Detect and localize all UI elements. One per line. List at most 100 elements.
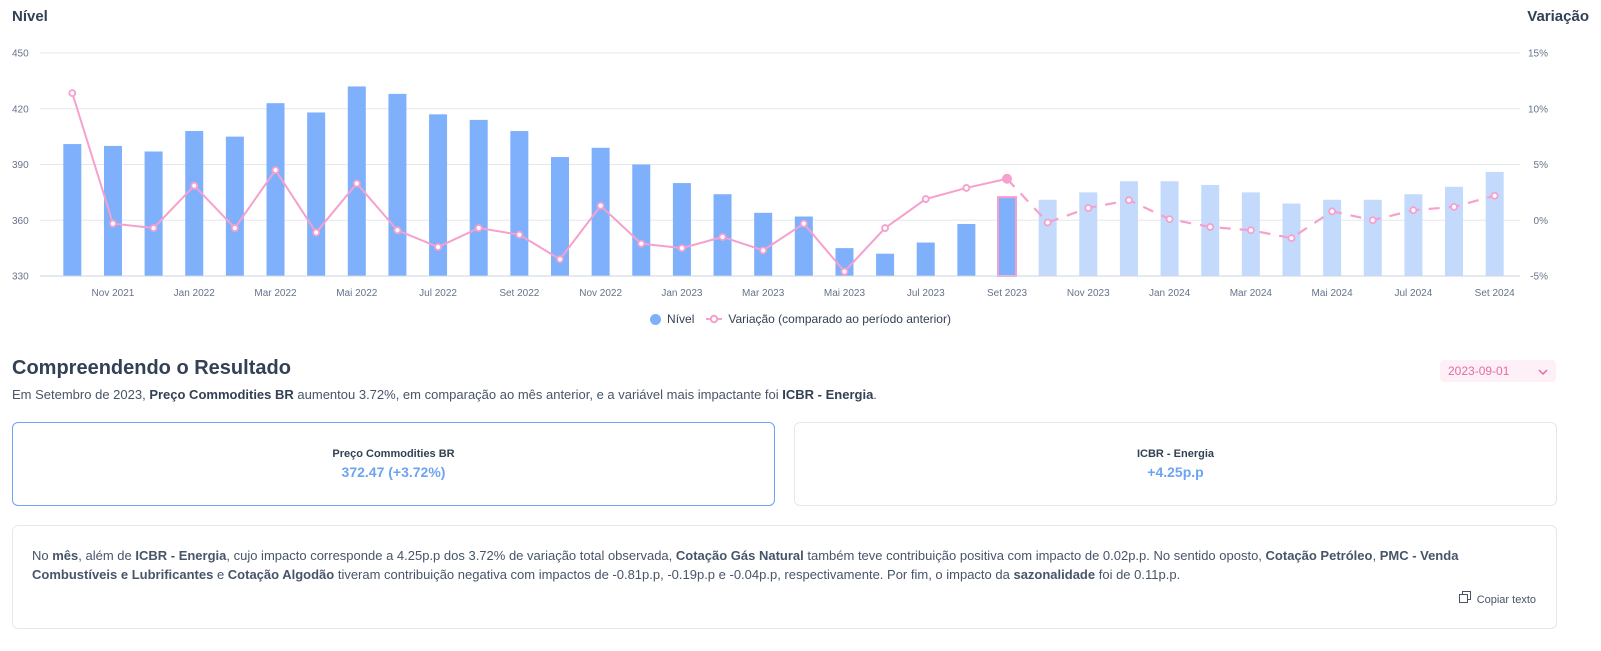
explanation-fragment: ,: [1372, 548, 1380, 563]
variation-point[interactable]: [1206, 223, 1215, 231]
variation-point[interactable]: [474, 224, 483, 232]
y-left-tick-label: 390: [12, 160, 29, 171]
variation-point[interactable]: [962, 184, 971, 192]
variation-point[interactable]: [393, 226, 402, 235]
x-tick-label: Set 2024: [1475, 288, 1515, 299]
variation-point[interactable]: [1125, 196, 1133, 205]
bar[interactable]: [550, 157, 569, 276]
x-tick-label: Mar 2022: [254, 288, 297, 299]
forecast-bar[interactable]: [1404, 194, 1423, 276]
variation-point[interactable]: [230, 224, 239, 232]
bar[interactable]: [632, 164, 651, 277]
explanation-bold: Cotação Gás Natural: [675, 548, 804, 563]
bar[interactable]: [510, 131, 529, 276]
x-tick-label: Jul 2022: [419, 288, 457, 299]
variation-point[interactable]: [799, 219, 808, 228]
forecast-bar[interactable]: [1323, 199, 1342, 276]
highlighted-bar[interactable]: [997, 196, 1018, 277]
variation-point[interactable]: [109, 219, 117, 228]
variation-point[interactable]: [515, 230, 524, 239]
variation-point[interactable]: [596, 201, 605, 210]
card-driver[interactable]: ICBR - Energia +4.25p.p: [794, 422, 1557, 506]
variation-point[interactable]: [840, 267, 849, 276]
bar[interactable]: [591, 147, 610, 276]
forecast-bar[interactable]: [1079, 192, 1098, 276]
x-tick-label: Mar 2024: [1230, 288, 1273, 299]
bar[interactable]: [185, 131, 204, 276]
variation-point[interactable]: [312, 228, 321, 237]
bar[interactable]: [754, 212, 773, 276]
bar[interactable]: [876, 253, 895, 276]
variation-point[interactable]: [1246, 226, 1255, 235]
legend-nivel-marker: [650, 313, 662, 325]
legend-item-nivel[interactable]: Nível: [650, 312, 694, 326]
forecast-bar[interactable]: [1363, 199, 1382, 276]
variation-point[interactable]: [190, 181, 199, 190]
bar[interactable]: [307, 112, 326, 276]
y-right-tick-label: 5%: [1534, 160, 1549, 171]
bar[interactable]: [835, 248, 854, 276]
explanation-fragment: No: [32, 548, 53, 563]
explanation-text: No mês, além de ICBR - Energia, cujo imp…: [32, 546, 1537, 584]
y-right-tick-label: 10%: [1528, 104, 1548, 115]
variation-point[interactable]: [271, 166, 280, 174]
copy-text-button[interactable]: Copiar texto: [1458, 591, 1536, 610]
card-target[interactable]: Preço Commodities BR 372.47 (+3.72%): [12, 422, 775, 506]
bar[interactable]: [266, 103, 285, 276]
bar[interactable]: [63, 144, 82, 276]
variation-line: [71, 92, 1008, 274]
variation-point[interactable]: [921, 195, 930, 203]
variation-point[interactable]: [637, 239, 646, 248]
variation-point[interactable]: [1165, 215, 1174, 224]
forecast-bar[interactable]: [1038, 199, 1057, 276]
right-axis-title: Variação: [1527, 8, 1589, 25]
summary-driver-name: ICBR - Energia: [782, 387, 874, 402]
variation-point[interactable]: [1368, 216, 1377, 225]
bar[interactable]: [469, 119, 488, 277]
left-axis-title: Nível: [12, 8, 48, 25]
explanation-box: No mês, além de ICBR - Energia, cujo imp…: [12, 525, 1557, 629]
bar[interactable]: [794, 216, 813, 276]
variation-point[interactable]: [434, 243, 442, 251]
bar[interactable]: [957, 223, 976, 276]
summary-text: .: [873, 387, 877, 402]
bar[interactable]: [429, 114, 448, 276]
result-summary: Em Setembro de 2023, Preço Commodities B…: [12, 387, 877, 402]
variation-point[interactable]: [1287, 234, 1296, 242]
forecast-bar[interactable]: [1160, 181, 1179, 276]
bar[interactable]: [916, 242, 935, 276]
y-left-tick-label: 360: [12, 216, 29, 227]
forecast-bar[interactable]: [1485, 171, 1504, 276]
variation-point-highlighted[interactable]: [1002, 173, 1013, 184]
variation-point[interactable]: [68, 89, 77, 98]
variation-point[interactable]: [1490, 191, 1499, 200]
x-tick-label: Mai 2022: [336, 288, 378, 299]
variation-point[interactable]: [718, 233, 727, 241]
forecast-bar[interactable]: [1445, 186, 1464, 276]
bar[interactable]: [103, 145, 122, 276]
variation-point[interactable]: [1084, 204, 1093, 212]
bar[interactable]: [672, 183, 691, 276]
variation-point[interactable]: [1328, 207, 1337, 216]
card-target-label: Preço Commodities BR: [332, 448, 455, 460]
legend: Nível Variação (comparado ao período ant…: [0, 312, 1601, 326]
bar[interactable]: [144, 151, 163, 276]
legend-item-variacao[interactable]: Variação (comparado ao período anterior): [706, 312, 951, 326]
variation-point[interactable]: [1409, 206, 1418, 215]
variation-point[interactable]: [881, 224, 889, 232]
variation-point[interactable]: [678, 244, 686, 253]
forecast-bar[interactable]: [1119, 181, 1138, 276]
variation-point[interactable]: [352, 179, 361, 188]
x-tick-label: Nov 2022: [579, 288, 622, 299]
bar[interactable]: [225, 136, 244, 276]
variation-point[interactable]: [1450, 202, 1458, 211]
variation-point[interactable]: [1043, 218, 1052, 227]
variation-point[interactable]: [556, 255, 564, 264]
forecast-bar[interactable]: [1241, 192, 1260, 276]
explanation-fragment: também teve contribuição positiva com im…: [803, 548, 1266, 563]
date-select[interactable]: 2023-09-01: [1440, 360, 1556, 382]
bar[interactable]: [388, 93, 407, 276]
explanation-bold: sazonalidade: [1013, 567, 1096, 582]
variation-point[interactable]: [759, 246, 768, 255]
variation-point[interactable]: [149, 224, 158, 232]
